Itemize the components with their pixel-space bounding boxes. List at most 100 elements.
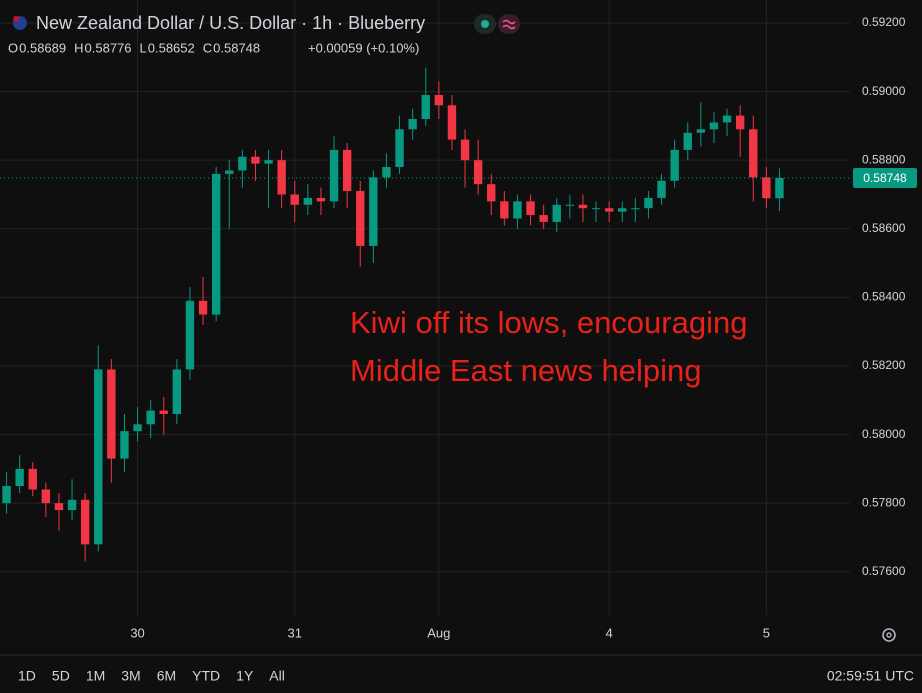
wave-icon bbox=[502, 19, 516, 30]
y-tick-label: 0.58800 bbox=[862, 152, 906, 166]
candle-body bbox=[356, 191, 365, 246]
status-badge bbox=[498, 14, 520, 34]
candle-body bbox=[342, 149, 352, 192]
candle-body bbox=[94, 369, 103, 545]
overlay: 0.57600 0.57800 0.58000 0.58200 0.58400 0.586… bbox=[0, 15, 917, 640]
range-button[interactable]: All bbox=[269, 668, 285, 684]
ohlc-value: 0.58776 bbox=[85, 40, 132, 55]
candle-body bbox=[539, 215, 548, 222]
candle-body bbox=[211, 173, 221, 315]
candle-body bbox=[146, 410, 155, 425]
ohlc-label: O bbox=[8, 40, 18, 55]
annotation: Kiwi off its lows, encouraging bbox=[350, 305, 747, 340]
candle-body bbox=[591, 208, 601, 210]
range-button[interactable]: 1D bbox=[18, 668, 36, 684]
candle-body bbox=[54, 503, 64, 511]
candle-body bbox=[513, 201, 522, 219]
candle-body bbox=[775, 178, 784, 199]
candle-body bbox=[172, 369, 182, 415]
y-tick-label: 0.59000 bbox=[862, 84, 906, 98]
ohlc-label: H bbox=[74, 40, 83, 55]
candle-body bbox=[722, 115, 732, 123]
ohlc-value: 0.58689 bbox=[19, 40, 66, 55]
candle-body bbox=[329, 149, 339, 202]
ohlc-legend: O 0.58689 H 0.58776 L 0.58652 C 0.58748 bbox=[8, 40, 260, 55]
ohlc-value: 0.58748 bbox=[213, 40, 260, 55]
candle-body bbox=[80, 499, 90, 545]
range-button[interactable]: 6M bbox=[157, 668, 176, 684]
candle-body bbox=[67, 499, 77, 511]
ohlc-label: C bbox=[203, 40, 212, 55]
market-open-dot bbox=[481, 20, 489, 28]
candle-body bbox=[578, 204, 588, 209]
candle-body bbox=[473, 160, 483, 185]
ohlc-label: L bbox=[140, 40, 147, 55]
candle-body bbox=[670, 149, 679, 181]
symbol-title: New Zealand Dollar / U.S. Dollar · 1h · … bbox=[36, 13, 425, 33]
annotation: Middle East news helping bbox=[350, 353, 702, 388]
candle-body bbox=[251, 156, 260, 164]
candle-body bbox=[762, 177, 771, 199]
settings-gear[interactable] bbox=[882, 628, 896, 642]
candle-body bbox=[552, 204, 561, 222]
candle-body bbox=[487, 184, 496, 202]
candle-body bbox=[421, 95, 430, 120]
flag-icon-part bbox=[13, 16, 19, 22]
candle-body bbox=[264, 160, 273, 164]
range-button[interactable]: YTD bbox=[192, 668, 220, 684]
candle-body bbox=[277, 160, 286, 195]
range-button[interactable]: 3M bbox=[121, 668, 140, 684]
candle-body bbox=[198, 300, 208, 315]
ohlc-value: 0.58652 bbox=[148, 40, 195, 55]
candle-body bbox=[657, 180, 666, 198]
candle-body bbox=[696, 129, 706, 133]
candle-body bbox=[290, 194, 299, 205]
settings-gear-hub[interactable] bbox=[886, 632, 892, 638]
y-tick-label: 0.58600 bbox=[862, 221, 906, 235]
last-price-box bbox=[853, 168, 917, 189]
x-tick-label: 5 bbox=[763, 625, 770, 640]
candle-body bbox=[604, 208, 614, 212]
candle-body bbox=[185, 300, 195, 370]
candle-body bbox=[447, 105, 457, 140]
candles bbox=[2, 67, 784, 562]
candle-body bbox=[683, 132, 692, 150]
x-tick-label: Aug bbox=[427, 625, 450, 640]
y-tick-label: 0.58400 bbox=[862, 290, 906, 304]
candle-body bbox=[434, 95, 444, 106]
candle-body bbox=[631, 208, 640, 210]
range-button[interactable]: 1M bbox=[86, 668, 105, 684]
candle-body bbox=[460, 139, 470, 161]
candle-body bbox=[159, 410, 168, 415]
candle-body bbox=[303, 197, 313, 205]
x-tick-label: 30 bbox=[130, 625, 144, 640]
candle-body bbox=[41, 489, 51, 504]
y-tick-label: 0.59200 bbox=[862, 15, 906, 29]
candle-body bbox=[565, 204, 575, 206]
candle-body bbox=[369, 177, 378, 246]
y-tick-label: 0.57600 bbox=[862, 564, 906, 578]
candle-body bbox=[709, 122, 719, 130]
y-tick-label: 0.57800 bbox=[862, 495, 906, 509]
range-button[interactable]: 1Y bbox=[236, 668, 254, 684]
x-tick-label: 31 bbox=[288, 625, 302, 640]
candle-body bbox=[133, 424, 142, 432]
candle-body bbox=[120, 431, 129, 459]
y-tick-label: 0.58200 bbox=[862, 358, 906, 372]
toolbar: 1D 5D 1M 3M 6M YTD 1Y All bbox=[18, 668, 285, 684]
change: +0.00059 (+0.10%) bbox=[308, 40, 419, 55]
candle-body bbox=[408, 119, 417, 130]
range-button[interactable]: 5D bbox=[52, 668, 70, 684]
candle-body bbox=[395, 129, 404, 168]
candle-body bbox=[735, 115, 745, 130]
clock: 02:59:51 UTC bbox=[827, 668, 914, 684]
settings-icon[interactable] bbox=[882, 628, 896, 642]
candle-body bbox=[382, 167, 391, 178]
candle-body bbox=[15, 468, 24, 487]
candle-body bbox=[107, 369, 116, 459]
candle-body bbox=[238, 156, 247, 171]
last-price-label: 0.58748 bbox=[863, 171, 907, 185]
candle-body bbox=[618, 208, 627, 212]
